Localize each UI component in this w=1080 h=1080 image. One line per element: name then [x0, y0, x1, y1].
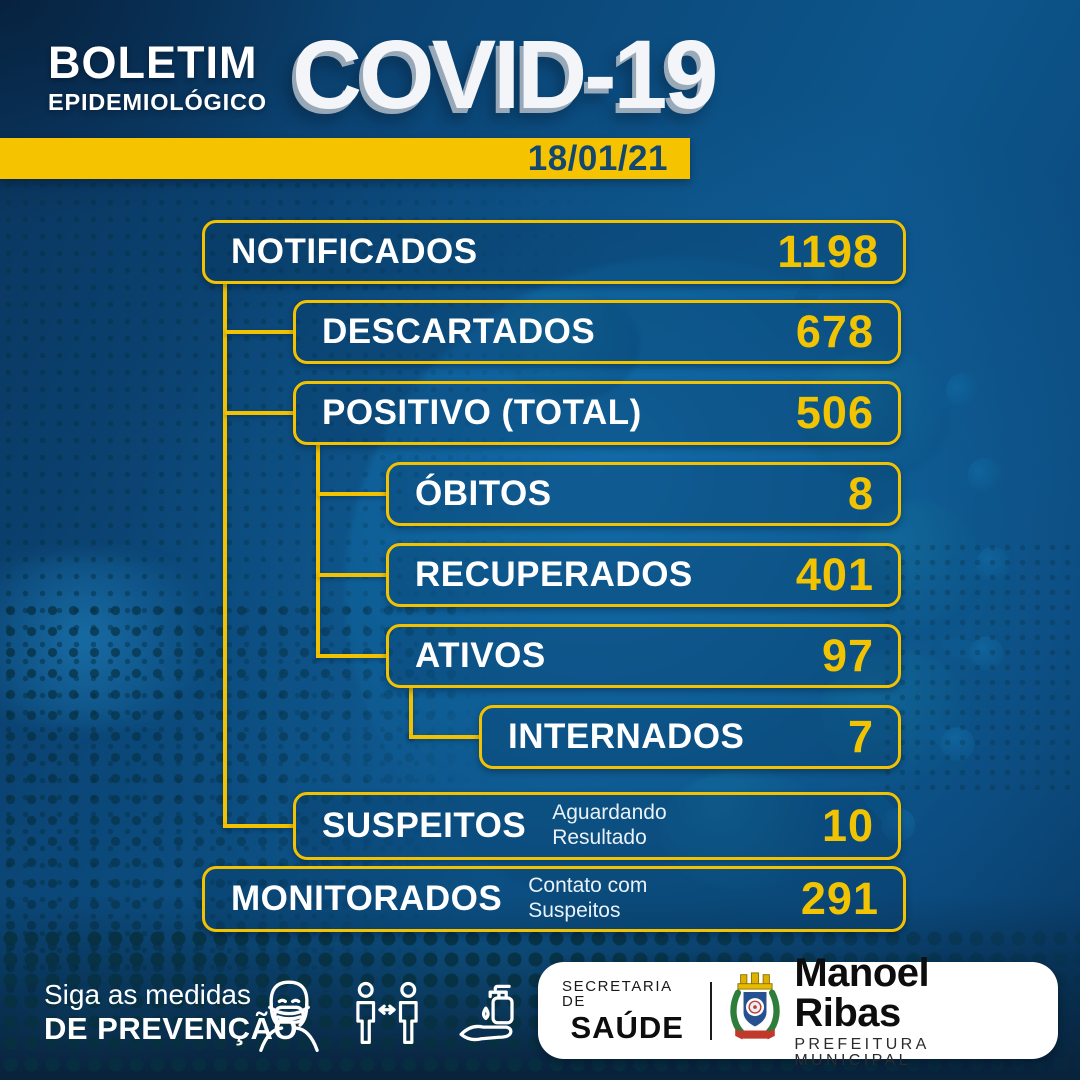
- city-name: Manoel Ribas: [794, 950, 930, 1035]
- virus-spike: [948, 547, 1010, 581]
- stat-value: 1198: [777, 226, 879, 277]
- footer-divider: [710, 981, 713, 1040]
- stat-value: 678: [795, 306, 874, 357]
- connector-recuperados: [318, 573, 386, 577]
- social-distance-icon: [348, 974, 426, 1054]
- stat-box-positivo-total: POSITIVO (TOTAL) 506: [293, 381, 901, 445]
- connector-notificados: [223, 284, 227, 828]
- connector-internados: [409, 735, 479, 739]
- hand-sanitizer-icon: [448, 973, 528, 1055]
- city-subtitle: PREFEITURA MUNICIPAL: [794, 1035, 929, 1069]
- stat-value: 97: [821, 630, 874, 681]
- connector-suspeitos: [223, 824, 293, 828]
- prevention-message: Siga as medidas DE PREVENÇÃO: [44, 979, 298, 1047]
- virus-bump: [800, 350, 950, 480]
- stat-label: ATIVOS: [415, 636, 546, 675]
- prevention-line-2: DE PREVENÇÃO: [44, 1011, 299, 1047]
- secretary-of-label: SECRETARIA DE: [562, 977, 672, 1010]
- stat-value: 401: [795, 549, 874, 600]
- city-coat-of-arms: [728, 971, 782, 1050]
- title-line-2: EPIDEMIOLÓGICO: [48, 89, 267, 115]
- date-banner: 18/01/21: [0, 138, 690, 179]
- stat-box-recuperados: RECUPERADOS 401: [386, 543, 901, 607]
- stat-box-descartados: DESCARTADOS 678: [293, 300, 901, 364]
- bulletin-title: BOLETIM EPIDEMIOLÓGICO: [48, 40, 267, 116]
- stat-value: 10: [821, 800, 874, 851]
- health-label: SAÚDE: [570, 1009, 684, 1045]
- connector-descartados: [225, 330, 293, 334]
- city-name-block: Manoel Ribas PREFEITURA MUNICIPAL: [794, 953, 1036, 1069]
- stat-label: MONITORADOS: [231, 879, 503, 918]
- connector-obitos: [318, 492, 386, 496]
- stat-box-notificados: NOTIFICADOS 1198: [202, 220, 906, 284]
- stat-box-ativos: ATIVOS 97: [386, 624, 901, 688]
- stat-box-monitorados: MONITORADOS Contato com Suspeitos 291: [202, 866, 906, 932]
- connector-ativos-v: [409, 688, 413, 739]
- connector-positivo: [225, 411, 293, 415]
- stat-box-suspeitos: SUSPEITOS Aguardando Resultado 10: [293, 792, 901, 860]
- halftone-dots: [880, 540, 1080, 790]
- stat-box-internados: INTERNADOS 7: [479, 705, 901, 769]
- municipal-footer-card: SECRETARIA DE SAÚDE Manoel Ribas PR: [538, 953, 1058, 1068]
- stat-value: 7: [847, 711, 874, 762]
- connector-ativos: [316, 654, 386, 658]
- stat-label: NOTIFICADOS: [231, 232, 478, 271]
- stat-label: POSITIVO (TOTAL): [322, 393, 642, 432]
- prevention-icons: [252, 972, 528, 1056]
- stat-label: ÓBITOS: [415, 474, 552, 513]
- covid-19-title: COVID-19: [292, 20, 718, 129]
- title-line-1: BOLETIM: [48, 37, 258, 88]
- stat-value: 291: [800, 873, 879, 924]
- face-mask-icon: [252, 972, 326, 1056]
- health-secretary-block: SECRETARIA DE SAÚDE: [562, 979, 692, 1043]
- connector-positivo-v: [316, 445, 320, 658]
- prevention-line-1: Siga as medidas: [44, 979, 252, 1010]
- stat-label: RECUPERADOS: [415, 555, 693, 594]
- stat-label: INTERNADOS: [508, 717, 745, 756]
- stat-label: DESCARTADOS: [322, 312, 596, 351]
- stat-box-obitos: ÓBITOS 8: [386, 462, 901, 526]
- stat-sublabel: Contato com Suspeitos: [528, 874, 648, 922]
- stat-label: SUSPEITOS: [322, 806, 527, 845]
- bulletin-date: 18/01/21: [527, 138, 668, 178]
- stat-sublabel: Aguardando Resultado: [552, 801, 667, 849]
- stat-value: 506: [795, 387, 874, 438]
- stat-value: 8: [847, 468, 874, 519]
